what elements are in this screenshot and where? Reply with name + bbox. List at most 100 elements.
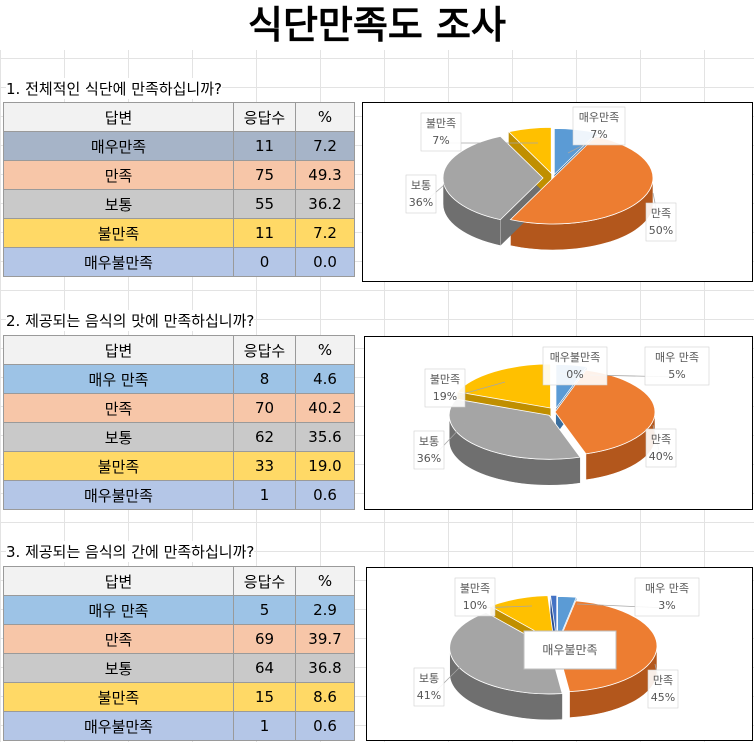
- pie-chart-3[interactable]: 매우 만족 3% 만족 45% 보통 41% 불만족 10% 매우불만족: [366, 567, 753, 741]
- cell-count[interactable]: 1: [233, 711, 296, 741]
- header-percent: %: [295, 335, 355, 365]
- cell-percent[interactable]: 7.2: [295, 131, 355, 161]
- data-label-box: [542, 346, 608, 386]
- cell-count[interactable]: 55: [233, 189, 296, 219]
- cell-answer[interactable]: 매우 만족: [3, 595, 234, 625]
- cell-count[interactable]: 1: [233, 480, 296, 510]
- cell-answer[interactable]: 만족: [3, 160, 234, 190]
- cell-answer[interactable]: 매우불만족: [3, 480, 234, 510]
- data-label-value: 36%: [409, 196, 433, 209]
- cell-answer[interactable]: 불만족: [3, 682, 234, 712]
- pie-chart-2[interactable]: 매우 만족 5% 만족 40% 보통 36% 불만족 19% 매우불만족 0%: [364, 336, 753, 510]
- cell-percent[interactable]: 0.6: [295, 480, 355, 510]
- table-row: 만족 69 39.7: [3, 624, 355, 654]
- data-label-box: [645, 202, 677, 242]
- data-label-box: [645, 428, 677, 468]
- table-row: 만족 70 40.2: [3, 393, 355, 423]
- cell-percent[interactable]: 0.0: [295, 247, 355, 277]
- cell-percent[interactable]: 0.6: [295, 711, 355, 741]
- data-label-value: 0%: [566, 368, 583, 381]
- cell-percent[interactable]: 36.2: [295, 189, 355, 219]
- data-label-category: 매우 만족: [655, 351, 699, 364]
- table-row: 만족 75 49.3: [3, 160, 355, 190]
- pie-top: [448, 363, 656, 460]
- header-count: 응답수: [233, 566, 296, 596]
- cell-percent[interactable]: 40.2: [295, 393, 355, 423]
- data-label-value: 50%: [649, 224, 673, 237]
- data-label-value: 41%: [417, 689, 441, 702]
- pie-chart-1[interactable]: 매우만족 7% 만족 50% 보통 36% 불만족 7%: [362, 102, 753, 282]
- cell-count[interactable]: 62: [233, 422, 296, 452]
- cell-percent[interactable]: 7.2: [295, 218, 355, 248]
- pie-chart-svg: 매우만족 7% 만족 50% 보통 36% 불만족 7%: [405, 106, 677, 251]
- data-label-value: 36%: [417, 452, 441, 465]
- cell-answer[interactable]: 매우불만족: [3, 247, 234, 277]
- cell-answer[interactable]: 보통: [3, 653, 234, 683]
- header-count: 응답수: [233, 335, 296, 365]
- cell-percent[interactable]: 49.3: [295, 160, 355, 190]
- cell-count[interactable]: 0: [233, 247, 296, 277]
- cell-answer[interactable]: 만족: [3, 393, 234, 423]
- data-label-category: 매우 만족: [645, 582, 689, 595]
- cell-answer[interactable]: 보통: [3, 422, 234, 452]
- data-label-value: 7%: [432, 134, 449, 147]
- cell-percent[interactable]: 36.8: [295, 653, 355, 683]
- cell-answer[interactable]: 매우불만족: [3, 711, 234, 741]
- cell-count[interactable]: 8: [233, 364, 296, 394]
- data-label-category: 매우만족: [579, 111, 619, 124]
- table-row: 보통 62 35.6: [3, 422, 355, 452]
- answer-table: 답변 응답수 % 매우 만족 5 2.9 만족 69 39.7 보통 64 36.8 불만족…: [3, 566, 355, 741]
- header-percent: %: [295, 102, 355, 132]
- data-label-category: 불만족: [460, 582, 490, 595]
- question-title: 3. 제공되는 음식의 간에 만족하십니까?: [6, 541, 255, 562]
- pie-chart-svg: 매우 만족 3% 만족 45% 보통 41% 불만족 10% 매우불만족: [413, 577, 700, 721]
- answer-table: 답변 응답수 % 매우만족 11 7.2 만족 75 49.3 보통 55 36.2 불만족…: [3, 102, 355, 277]
- data-label-category: 보통: [419, 435, 439, 448]
- data-label-value: 19%: [433, 390, 457, 403]
- cell-count[interactable]: 69: [233, 624, 296, 654]
- pie-slice-5: [550, 594, 558, 642]
- question-title: 2. 제공되는 음식의 맛에 만족하십니까?: [6, 310, 255, 331]
- data-label-value: 5%: [668, 368, 685, 381]
- cell-count[interactable]: 75: [233, 160, 296, 190]
- cell-count[interactable]: 15: [233, 682, 296, 712]
- table-row: 보통 55 36.2: [3, 189, 355, 219]
- pie-labels: 매우 만족 3% 만족 45% 보통 41% 불만족 10% 매우불만족: [413, 577, 700, 709]
- cell-answer[interactable]: 보통: [3, 189, 234, 219]
- pie-slice-3: [449, 612, 563, 695]
- cell-percent[interactable]: 8.6: [295, 682, 355, 712]
- header-count: 응답수: [233, 102, 296, 132]
- data-label-box: [424, 368, 466, 408]
- cell-count[interactable]: 11: [233, 131, 296, 161]
- cell-percent[interactable]: 19.0: [295, 451, 355, 481]
- data-label-value: 40%: [649, 450, 673, 463]
- cell-answer[interactable]: 불만족: [3, 218, 234, 248]
- cell-percent[interactable]: 2.9: [295, 595, 355, 625]
- data-label-box: [420, 112, 462, 152]
- cell-count[interactable]: 11: [233, 218, 296, 248]
- table-row: 매우만족 11 7.2: [3, 131, 355, 161]
- table-header-row: 답변 응답수 %: [3, 102, 355, 132]
- data-label-category: 매우불만족: [550, 351, 601, 364]
- pie-slice-2: [554, 369, 656, 455]
- cell-percent[interactable]: 39.7: [295, 624, 355, 654]
- cell-count[interactable]: 5: [233, 595, 296, 625]
- cell-percent[interactable]: 4.6: [295, 364, 355, 394]
- cell-count[interactable]: 33: [233, 451, 296, 481]
- table-row: 불만족 15 8.6: [3, 682, 355, 712]
- data-label-box: [634, 577, 700, 617]
- data-label-value: 3%: [658, 599, 675, 612]
- data-label-box: [523, 630, 617, 670]
- cell-count[interactable]: 70: [233, 393, 296, 423]
- data-label-category: 불만족: [430, 373, 460, 386]
- cell-answer[interactable]: 매우만족: [3, 131, 234, 161]
- pie-slice-3: [448, 398, 581, 460]
- cell-percent[interactable]: 35.6: [295, 422, 355, 452]
- cell-answer[interactable]: 매우 만족: [3, 364, 234, 394]
- header-answer: 답변: [3, 335, 234, 365]
- table-header-row: 답변 응답수 %: [3, 335, 355, 365]
- cell-answer[interactable]: 불만족: [3, 451, 234, 481]
- table-row: 매우 만족 5 2.9: [3, 595, 355, 625]
- cell-answer[interactable]: 만족: [3, 624, 234, 654]
- cell-count[interactable]: 64: [233, 653, 296, 683]
